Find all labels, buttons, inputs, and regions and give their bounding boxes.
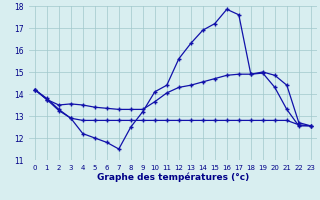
X-axis label: Graphe des températures (°c): Graphe des températures (°c)	[97, 172, 249, 182]
